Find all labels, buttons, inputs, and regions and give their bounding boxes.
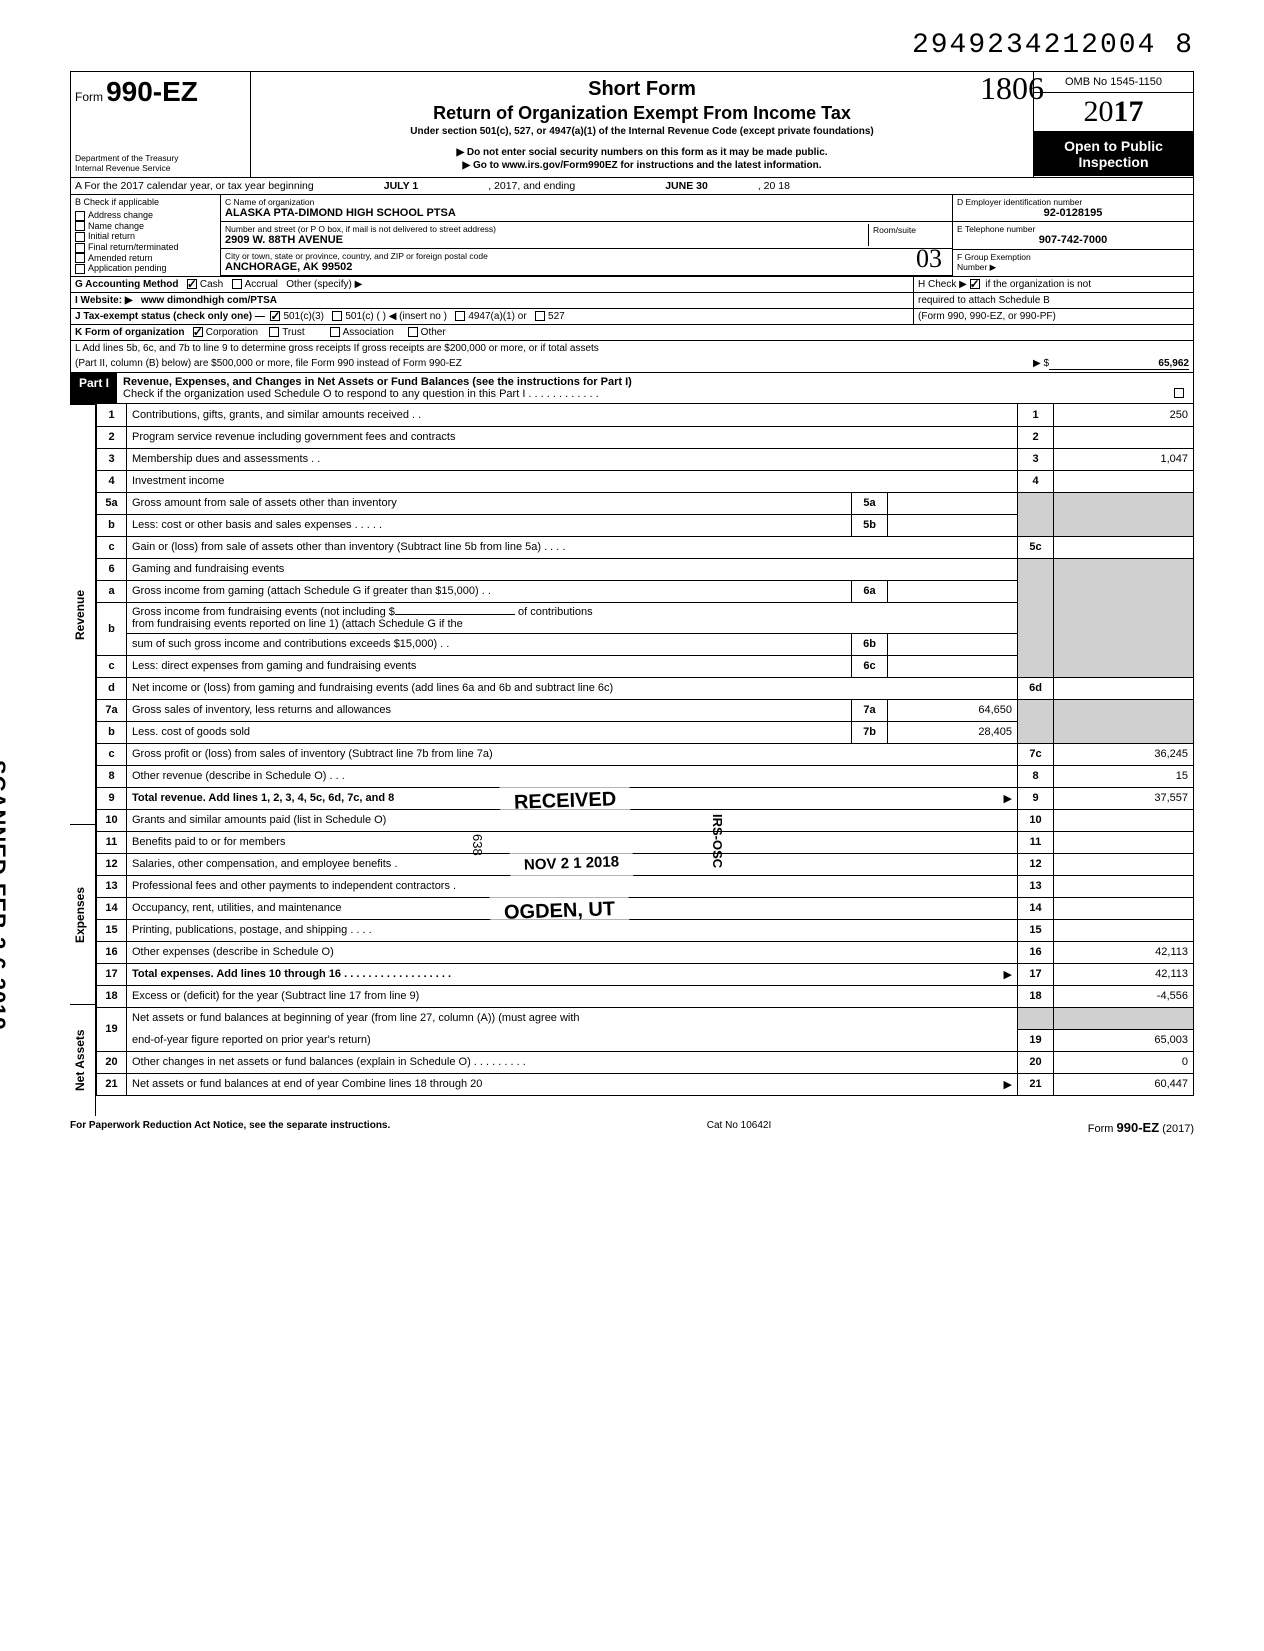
- row-a-tax-year: A For the 2017 calendar year, or tax yea…: [70, 178, 1194, 195]
- col-d-ids: D Employer identification number 92-0128…: [953, 195, 1193, 276]
- chk-cash[interactable]: [187, 279, 197, 289]
- stamp-scanned: SCANNED FEB 2 6 2019: [0, 760, 10, 1031]
- row-i-website: I Website: ▶ www dimondhigh com/PTSA req…: [70, 293, 1194, 309]
- lines-table: 1Contributions, gifts, grants, and simil…: [96, 404, 1194, 1096]
- col-b-checkboxes: B Check if applicable Address change Nam…: [71, 195, 221, 276]
- block-bcd: B Check if applicable Address change Nam…: [70, 195, 1194, 277]
- omb-number: OMB No 1545-1150: [1034, 72, 1193, 93]
- row-k-form-of-org: K Form of organization Corporation Trust…: [70, 325, 1194, 341]
- stamp-irs-osc: IRS-OSC: [710, 814, 725, 868]
- chk-initial-return[interactable]: [75, 232, 85, 242]
- chk-501c[interactable]: [332, 311, 342, 321]
- chk-4947a1[interactable]: [455, 311, 465, 321]
- title-short-form: Short Form: [259, 78, 1025, 101]
- title-return: Return of Organization Exempt From Incom…: [259, 103, 1025, 124]
- stamp-638: 638: [470, 834, 485, 856]
- subtitle-ssn: ▶ Do not enter social security numbers o…: [259, 147, 1025, 158]
- chk-501c3[interactable]: [270, 311, 280, 321]
- row-g-accounting: G Accounting Method Cash Accrual Other (…: [70, 277, 1194, 293]
- part-1-badge: Part I: [71, 373, 117, 403]
- subtitle-goto: ▶ Go to www.irs.gov/Form990EZ for instru…: [259, 160, 1025, 171]
- form-label: Form: [75, 90, 103, 104]
- chk-527[interactable]: [535, 311, 545, 321]
- tab-revenue: Revenue: [70, 404, 96, 824]
- chk-final-return[interactable]: [75, 243, 85, 253]
- handwritten-03: 03: [916, 244, 942, 274]
- part-1-header: Part I Revenue, Expenses, and Changes in…: [70, 373, 1194, 404]
- chk-h-not-required[interactable]: [970, 279, 980, 289]
- tab-expenses: Expenses: [70, 824, 96, 1004]
- tab-net-assets: Net Assets: [70, 1004, 96, 1116]
- subtitle-section: Under section 501(c), 527, or 4947(a)(1)…: [259, 126, 1025, 137]
- form-number: 990-EZ: [106, 76, 198, 107]
- document-number: 2949234212004 8: [70, 30, 1194, 61]
- open-to-public: Open to Public Inspection: [1034, 132, 1193, 176]
- row-j-tax-exempt: J Tax-exempt status (check only one) — 5…: [70, 309, 1194, 325]
- chk-trust[interactable]: [269, 327, 279, 337]
- chk-other-org[interactable]: [408, 327, 418, 337]
- chk-amended-return[interactable]: [75, 253, 85, 263]
- chk-accrual[interactable]: [232, 279, 242, 289]
- lines-grid: Revenue Expenses Net Assets 1Contributio…: [70, 404, 1194, 1116]
- row-l-gross-receipts: L Add lines 5b, 6c, and 7b to line 9 to …: [70, 341, 1194, 373]
- chk-application-pending[interactable]: [75, 264, 85, 274]
- tax-year: 2017: [1034, 93, 1193, 132]
- chk-corporation[interactable]: [193, 327, 203, 337]
- chk-association[interactable]: [330, 327, 340, 337]
- form-header: Form 990-EZ Department of the Treasury I…: [70, 71, 1194, 178]
- chk-name-change[interactable]: [75, 221, 85, 231]
- chk-address-change[interactable]: [75, 211, 85, 221]
- col-c-org-info: C Name of organization ALASKA PTA-DIMOND…: [221, 195, 953, 276]
- page-footer: For Paperwork Reduction Act Notice, see …: [70, 1116, 1194, 1135]
- chk-schedule-o[interactable]: [1174, 388, 1184, 398]
- dept-irs: Internal Revenue Service: [75, 164, 246, 173]
